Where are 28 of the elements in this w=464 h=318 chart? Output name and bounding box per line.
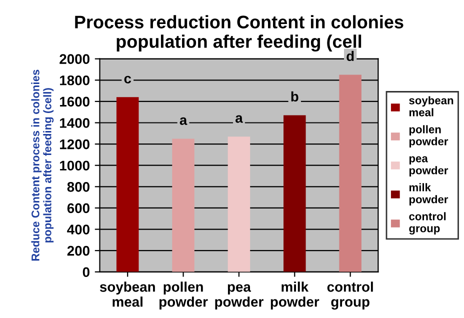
y-tick-label: 0 [82,267,90,278]
legend-label: control group [409,212,446,235]
y-tick-label: 1000 [60,160,90,171]
annotation: a [236,115,243,123]
x-tick-label: pollen powder [160,282,208,310]
annotation: b [291,91,298,102]
legend-label: pollen powder [409,125,448,148]
annotation: c [124,76,132,84]
y-tick-label: 1800 [60,75,90,86]
y-tick-label: 1400 [60,118,90,128]
legend-label: pea powder [409,156,448,176]
x-tick-label: soybean meal [100,282,155,307]
legend-label: milk powder [409,183,448,206]
y-tick-label: 2000 [60,54,90,64]
chart-title: Process reduction Content in colonies population after feeding (cell [75,15,404,52]
x-tick-label: control group [327,282,373,310]
y-axis-title: Reduce Content process in colonies population after feeding (cell) [31,70,54,261]
y-tick-label: 200 [67,246,90,256]
y-tick-label: 600 [67,203,90,214]
legend-label: soybean meal [409,96,454,116]
x-tick-label: pea powder [215,284,264,310]
x-tick-label: milk powder [270,282,320,310]
annotation: a [180,117,188,125]
annotation: d [346,50,354,62]
y-tick-label: 1200 [60,139,90,150]
y-tick-label: 800 [67,182,90,192]
y-tick-label: 400 [67,224,90,234]
y-tick-label: 1600 [60,96,90,107]
